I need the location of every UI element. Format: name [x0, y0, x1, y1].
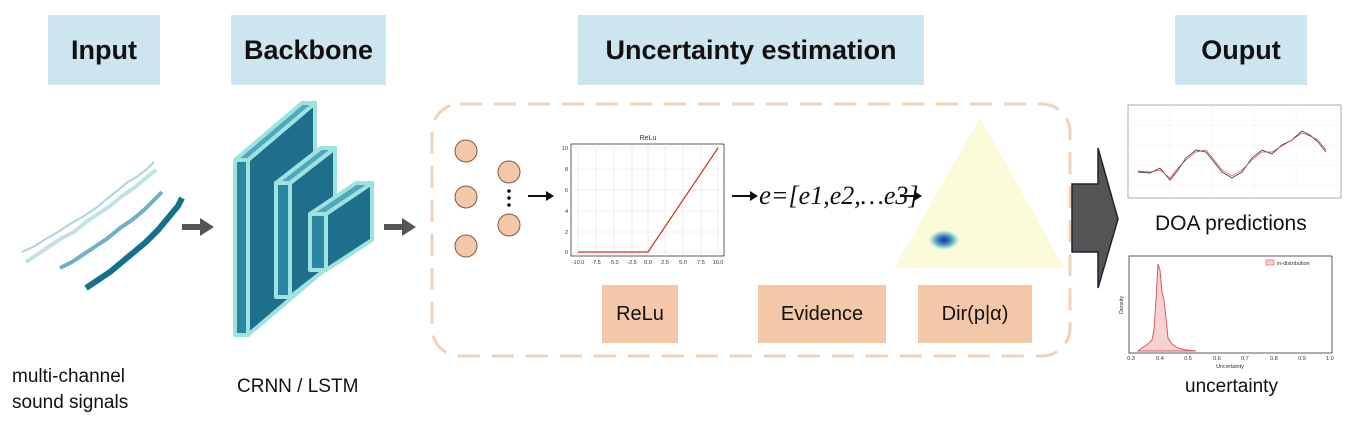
relu-ytick: 4 [565, 209, 568, 215]
arrow-backbone-to-uncertainty [384, 218, 416, 236]
relu-ytick: 6 [565, 188, 568, 194]
relu-tag-text: ReLu [616, 302, 664, 325]
arrow-input-to-backbone [182, 218, 214, 236]
arrow-neurons-to-relu [528, 191, 554, 201]
waveform-dark [84, 196, 185, 291]
ellipsis-dots [507, 189, 511, 207]
relu-tag: ReLu [602, 285, 678, 343]
backbone-block-small [308, 181, 374, 272]
neuron-layer-1 [454, 139, 478, 258]
input-header: Input [48, 15, 160, 85]
dirichlet-tag-text: Dir(p|α) [941, 302, 1009, 325]
output-header-text: Ouput [1201, 34, 1281, 65]
input-caption-line1: multi-channel [12, 366, 125, 387]
evidence-tag-text: Evidence [780, 302, 864, 325]
uncertainty-header: Uncertainty estimation [578, 15, 924, 85]
uncertainty-dashed-box [430, 102, 1072, 358]
relu-ytick: 0 [565, 250, 568, 256]
hist-xlabel: Uncertainty [1216, 364, 1244, 370]
histogram-legend: in-distribution [1265, 259, 1310, 267]
output-header: Ouput [1175, 15, 1307, 85]
backbone-header: Backbone [231, 15, 386, 85]
waveform-light [21, 161, 158, 264]
evidence-lhs: e [759, 180, 771, 210]
dirichlet-simplex [894, 118, 1064, 268]
doa-groundtruth-line [1137, 132, 1327, 179]
relu-xtick: -7.5 [591, 260, 600, 266]
hist-xtick: 0.9 [1298, 356, 1306, 362]
input-caption: multi-channel sound signals [12, 364, 128, 416]
evidence-formula: e=[e1,e2,…e3] [759, 180, 919, 211]
hist-xtick: 0.4 [1156, 356, 1164, 362]
big-output-arrow [1071, 147, 1119, 289]
doa-plot [1127, 104, 1342, 199]
dirichlet-density-blob [927, 229, 961, 251]
relu-curve [578, 147, 719, 253]
hist-xtick: 0.5 [1184, 356, 1192, 362]
relu-xtick: -2.5 [627, 260, 636, 266]
hist-ylabel: Density [1119, 296, 1125, 315]
relu-ytick: 10 [562, 146, 568, 152]
relu-xtick: -10.0 [572, 260, 585, 266]
arrow-relu-to-evidence [732, 191, 758, 201]
input-caption-line2: sound signals [12, 392, 129, 413]
uncertainty-caption: uncertainty [1185, 376, 1278, 397]
arrow-evidence-to-dirichlet [900, 191, 922, 201]
hist-xtick: 0.8 [1270, 356, 1278, 362]
waveform-mid [59, 190, 164, 270]
evidence-tag: Evidence [758, 285, 886, 343]
hist-xtick: 1.0 [1326, 356, 1334, 362]
histogram-legend-text: in-distribution [1277, 261, 1310, 267]
neuron-layer-2 [497, 160, 521, 237]
evidence-rhs: =[e1,e2,…e3] [770, 181, 919, 210]
doa-caption: DOA predictions [1155, 212, 1307, 235]
relu-xtick: 2.5 [661, 260, 669, 266]
hist-xtick: 0.6 [1213, 356, 1221, 362]
relu-xtick: 10.0 [713, 260, 724, 266]
relu-xtick: 7.5 [697, 260, 705, 266]
hist-xtick: 0.7 [1241, 356, 1249, 362]
relu-xtick: -5.0 [609, 260, 618, 266]
dirichlet-tag: Dir(p|α) [918, 285, 1032, 343]
hist-xtick: 0.3 [1127, 356, 1135, 362]
histogram-fill [1136, 263, 1197, 352]
backbone-caption: CRNN / LSTM [237, 376, 359, 397]
relu-plot-title: ReLu [640, 135, 657, 142]
doa-prediction-line [1137, 130, 1327, 181]
relu-xtick: 0.0 [644, 260, 652, 266]
relu-xtick: 5.0 [679, 260, 687, 266]
input-header-text: Input [71, 34, 137, 65]
relu-ytick: 2 [565, 230, 568, 236]
backbone-header-text: Backbone [243, 34, 374, 65]
relu-ytick: 8 [565, 167, 568, 173]
relu-plot: ReLu -10.0 -7.5 -5.0 -2.5 0.0 2.5 5.0 7.… [562, 135, 725, 266]
uncertainty-histogram: in-distribution 0.3 0.4 0.5 0.6 0.7 0.8 … [1119, 255, 1334, 370]
uncertainty-header-text: Uncertainty estimation [605, 34, 897, 65]
